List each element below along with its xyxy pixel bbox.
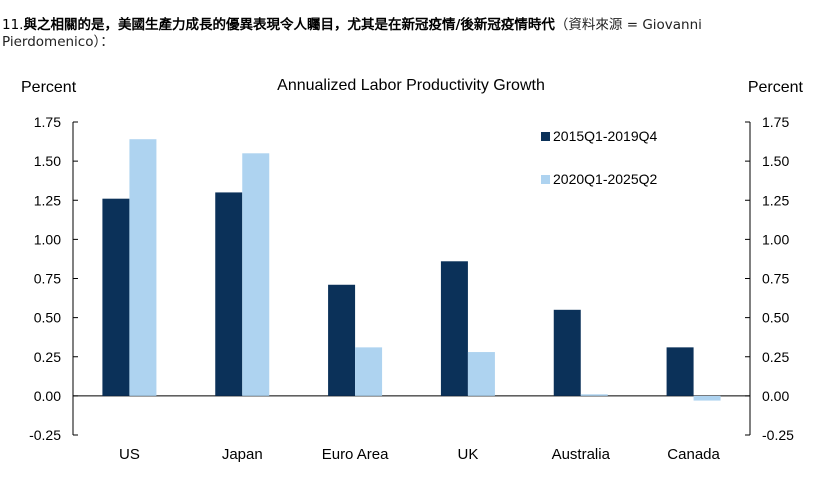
y-tick-label-right: -0.25 xyxy=(762,427,794,443)
bar-euro-area-series-1 xyxy=(328,284,356,396)
y-tick-label-left: 0.25 xyxy=(34,349,61,365)
y-tick-label-left: 0.75 xyxy=(34,271,61,287)
y-axis-label-left: Percent xyxy=(21,79,77,96)
y-tick-label-right: 0.00 xyxy=(762,388,789,404)
caption-source: （資料來源 = Giovanni Pierdomenico）： xyxy=(2,17,702,50)
y-tick-label-left: -0.25 xyxy=(29,427,61,443)
y-tick-label-right: 1.75 xyxy=(762,114,789,130)
y-tick-label-right: 1.25 xyxy=(762,192,789,208)
bar-australia-series-1 xyxy=(553,309,581,396)
y-tick-label-right: 0.75 xyxy=(762,271,789,287)
bar-us-series-1 xyxy=(102,198,130,396)
bar-uk-series-1 xyxy=(440,261,468,396)
y-tick-label-left: 1.50 xyxy=(34,153,61,169)
bar-japan-series-2 xyxy=(242,153,270,396)
bar-uk-series-2 xyxy=(467,352,495,396)
x-axis-labels: US Japan Euro Area UK Australia Canada xyxy=(119,446,721,463)
x-tick-label: US xyxy=(119,446,140,463)
bar-us-series-2 xyxy=(129,139,157,396)
legend-swatch-2 xyxy=(541,175,550,184)
x-tick-label: UK xyxy=(457,446,478,463)
caption-headline: 與之相關的是，美國生產力成長的優異表現令人矚目，尤其是在新冠疫情/後新冠疫情時代 xyxy=(23,17,555,33)
figure-caption: 11.與之相關的是，美國生產力成長的優異表現令人矚目，尤其是在新冠疫情/後新冠疫… xyxy=(2,17,802,51)
legend: 2015Q1-2019Q4 2020Q1-2025Q2 xyxy=(541,128,658,187)
y-tick-label-right: 1.00 xyxy=(762,231,789,247)
legend-label-1: 2015Q1-2019Q4 xyxy=(553,128,658,144)
x-tick-label: Australia xyxy=(552,446,611,463)
y-tick-label-left: 1.00 xyxy=(34,231,61,247)
y-tick-label-right: 1.50 xyxy=(762,153,789,169)
y-tick-label-left: 1.25 xyxy=(34,192,61,208)
legend-label-2: 2020Q1-2025Q2 xyxy=(553,171,658,187)
y-tick-label-left: 0.00 xyxy=(34,388,61,404)
x-tick-label: Euro Area xyxy=(322,446,389,463)
y-axis-label-right: Percent xyxy=(748,79,804,96)
legend-swatch-1 xyxy=(541,132,550,141)
x-tick-label: Japan xyxy=(222,446,263,463)
y-tick-label-right: 0.50 xyxy=(762,310,789,326)
bar-canada-series-2 xyxy=(693,395,721,401)
bar-japan-series-1 xyxy=(215,192,243,396)
x-tick-label: Canada xyxy=(667,446,720,463)
bars xyxy=(102,139,721,401)
bar-euro-area-series-2 xyxy=(355,347,383,396)
chart-title: Annualized Labor Productivity Growth xyxy=(277,77,545,94)
bar-canada-series-1 xyxy=(666,347,694,396)
y-tick-label-right: 0.25 xyxy=(762,349,789,365)
y-tick-label-left: 0.50 xyxy=(34,310,61,326)
bar-australia-series-2 xyxy=(580,394,608,396)
y-tick-label-left: 1.75 xyxy=(34,114,61,130)
caption-number: 11. xyxy=(2,17,24,33)
axes: -0.25 -0.25 0.00 0.00 0.25 0.25 0.50 0.50 0.75 0.… xyxy=(29,114,794,443)
